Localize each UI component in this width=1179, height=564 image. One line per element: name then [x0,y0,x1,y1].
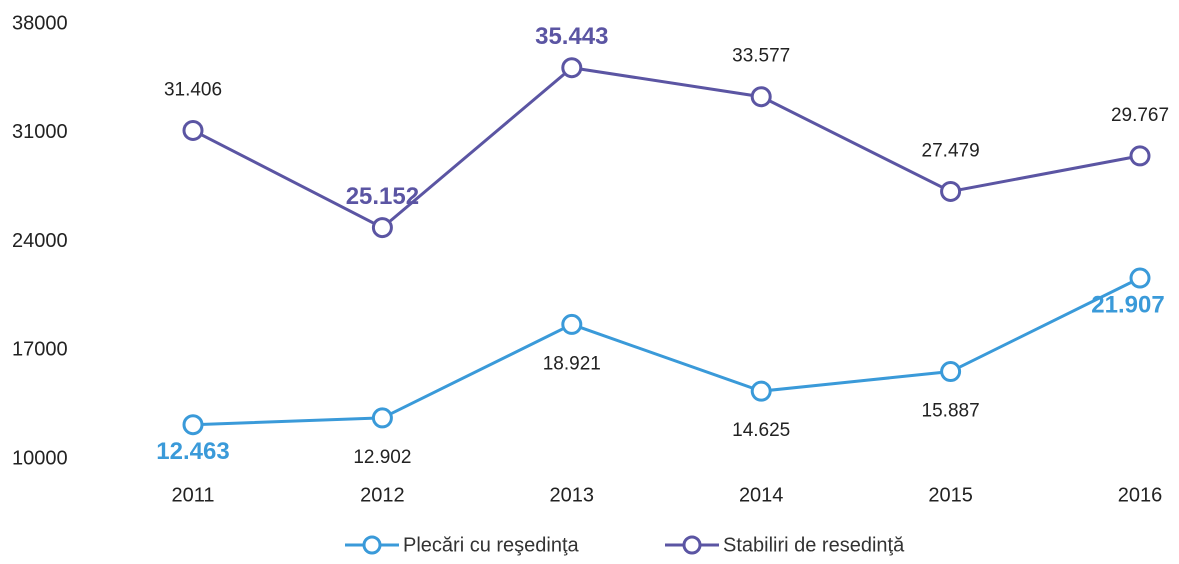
series-line [192,276,1141,427]
legend-marker [682,535,702,555]
value-label: 29.767 [1111,105,1169,126]
series-line [192,66,1141,230]
legend-label: Stabiliri de resedinţă [723,534,905,556]
x-tick-label: 2016 [1118,484,1163,506]
y-tick-label: 31000 [12,121,68,143]
point [182,414,204,436]
legend: Plecări cu reşedinţa Stabiliri de resedin… [345,534,905,556]
point [371,217,393,239]
value-label: 35.443 [535,23,608,50]
point [1129,267,1151,289]
value-label: 27.479 [922,140,980,161]
value-label: 15.887 [922,401,980,422]
point [1129,145,1151,167]
point [940,180,962,202]
legend-marker [362,535,382,555]
y-tick-label: 10000 [12,447,68,469]
x-tick-label: 2011 [171,484,214,506]
x-tick-label: 2012 [360,484,405,506]
point [371,407,393,429]
value-label: 21.907 [1091,291,1164,318]
value-label: 31.406 [164,79,222,100]
point [561,57,583,79]
value-label: 14.625 [732,420,790,441]
point [940,361,962,383]
y-tick-label: 24000 [12,230,68,252]
y-tick-label: 17000 [12,339,68,361]
x-tick-label: 2015 [928,484,973,506]
legend-label: Plecări cu reşedinţa [403,534,580,556]
point [182,119,204,141]
point [750,86,772,108]
value-label: 18.921 [543,353,601,374]
point [561,313,583,335]
x-tick-label: 2013 [550,484,595,506]
value-label: 25.152 [346,183,419,210]
x-tick-label: 2014 [739,484,784,506]
y-tick-label: 38000 [12,12,68,34]
value-label: 12.463 [156,438,229,465]
value-label: 12.902 [353,447,411,468]
point [750,380,772,402]
value-label: 33.577 [732,46,790,67]
